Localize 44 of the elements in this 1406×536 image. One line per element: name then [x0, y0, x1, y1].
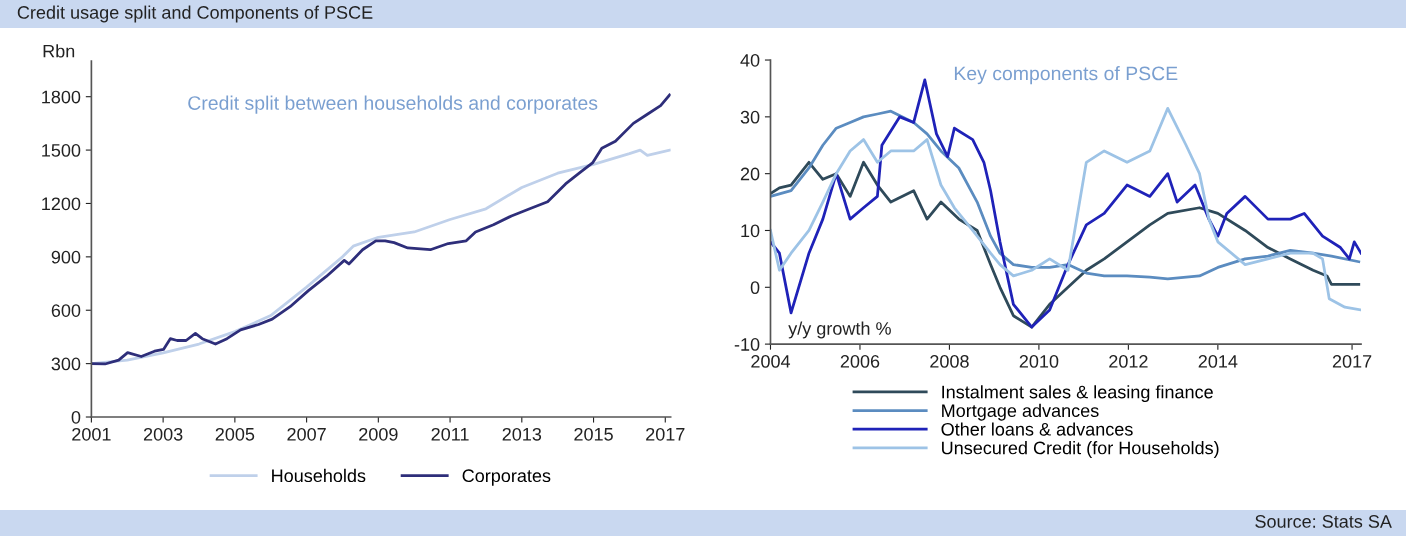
text: Credit usage split and Components of PSCE: [17, 5, 373, 23]
x-tick-label: 2007: [287, 427, 326, 441]
y-tick-label: 0: [71, 410, 81, 424]
x-tick-label: 2008: [930, 355, 969, 368]
legend-label: Other loans & advances: [941, 422, 1133, 436]
x-tick-label: 2006: [840, 355, 880, 368]
y-tick-label: 1200: [42, 197, 81, 211]
x-tick-label: 2004: [751, 355, 791, 368]
line-series: [770, 109, 1361, 281]
legend-label: Households: [272, 468, 366, 483]
y-tick-label: 300: [51, 357, 81, 371]
y-tick-label: 900: [51, 250, 81, 264]
x-tick-label: 2017: [1332, 355, 1372, 368]
x-tick-label: 2012: [1109, 355, 1148, 368]
x-tick-label: 2014: [1198, 355, 1238, 368]
legend-label: Corporates: [462, 469, 551, 486]
x-tick-label: 2009: [359, 427, 398, 441]
y-tick-label: 1500: [42, 144, 81, 157]
y-tick-label: 20: [740, 167, 760, 181]
chart-title: Key components of PSCE: [954, 66, 1178, 85]
y-tick-label: 30: [740, 110, 760, 124]
y-tick-label: 600: [51, 304, 81, 317]
x-tick-label: 2010: [1019, 355, 1059, 368]
x-tick-label: 2015: [574, 427, 613, 441]
x-tick-label: 2003: [143, 427, 183, 441]
x-tick-label: 2005: [215, 427, 255, 441]
y-tick-label: 40: [740, 53, 760, 67]
text: Credit split between households and corporates: [188, 95, 598, 114]
x-tick-label: 2001: [72, 427, 111, 441]
line-series: [770, 106, 1362, 312]
legend-label: Unsecured Credit (for Households): [942, 441, 1219, 458]
legend-label: Mortgage advances: [942, 403, 1099, 421]
x-tick-label: 2013: [502, 427, 542, 441]
y-axis-title: y/y growth %: [788, 321, 891, 339]
legend-label: Instalment sales & leasing finance: [942, 385, 1213, 402]
source-note: Source: Stats SA: [1255, 515, 1392, 528]
y-tick-label: -10: [734, 338, 760, 351]
x-tick-label: 2017: [646, 427, 685, 441]
y-tick-label: 0: [750, 281, 760, 295]
y-tick-label: 1800: [42, 90, 81, 104]
y-tick-label: 10: [741, 224, 760, 238]
y-axis-title: Rbn: [43, 44, 75, 58]
x-tick-label: 2011: [431, 427, 469, 441]
line-series: [91, 93, 671, 366]
